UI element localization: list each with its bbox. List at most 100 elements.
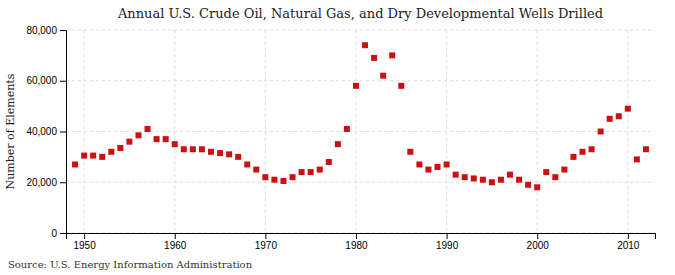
point bbox=[190, 146, 196, 152]
grid-line-y bbox=[66, 80, 655, 81]
point bbox=[507, 172, 513, 178]
point bbox=[625, 106, 631, 112]
y-axis-line bbox=[60, 31, 67, 234]
y-tick-mark bbox=[60, 132, 66, 133]
point bbox=[253, 167, 259, 173]
point bbox=[634, 156, 640, 162]
point bbox=[208, 149, 214, 155]
point bbox=[326, 159, 332, 165]
y-tick-mark bbox=[60, 30, 66, 31]
grid-line-y bbox=[66, 131, 655, 132]
point bbox=[425, 167, 431, 173]
point bbox=[407, 149, 413, 155]
point bbox=[643, 146, 649, 152]
x-tick: 2000 bbox=[527, 233, 550, 251]
y-tick-mark bbox=[60, 81, 66, 82]
point bbox=[453, 172, 459, 178]
point bbox=[561, 167, 567, 173]
point bbox=[616, 113, 622, 119]
y-tick-mark bbox=[60, 182, 66, 183]
point bbox=[117, 145, 123, 151]
point bbox=[99, 154, 105, 160]
x-tick-mark bbox=[447, 233, 448, 239]
point bbox=[570, 154, 576, 160]
points bbox=[72, 42, 649, 190]
x-tick-mark bbox=[265, 233, 266, 239]
x-tick-mark bbox=[356, 233, 357, 239]
point bbox=[317, 167, 323, 173]
grid-line-x bbox=[627, 30, 628, 233]
point bbox=[580, 149, 586, 155]
point bbox=[462, 174, 468, 180]
x-tick-label: 2010 bbox=[617, 240, 640, 251]
x-tick-label: 1980 bbox=[345, 240, 368, 251]
point bbox=[181, 146, 187, 152]
point bbox=[163, 136, 169, 142]
point bbox=[217, 150, 223, 156]
point bbox=[72, 161, 78, 167]
point bbox=[262, 174, 268, 180]
point bbox=[471, 175, 477, 181]
point bbox=[308, 169, 314, 175]
point bbox=[271, 177, 277, 183]
x-tick: 1990 bbox=[436, 233, 459, 251]
title: Annual U.S. Crude Oil, Natural Gas, and … bbox=[117, 6, 603, 21]
x-axis-line bbox=[67, 234, 656, 240]
point bbox=[290, 174, 296, 180]
x-tick-label: 1970 bbox=[255, 240, 278, 251]
point bbox=[516, 177, 522, 183]
x-tick: 1980 bbox=[345, 233, 368, 251]
y-tick: 80,000 bbox=[26, 25, 66, 36]
y-tick: 60,000 bbox=[26, 75, 66, 86]
y-tick-label: 80,000 bbox=[26, 25, 57, 36]
point bbox=[280, 178, 286, 184]
y-tick-label: 60,000 bbox=[26, 75, 57, 86]
point bbox=[380, 73, 386, 79]
y-tick-mark bbox=[60, 233, 66, 234]
point bbox=[362, 42, 368, 48]
x-tick: 1950 bbox=[73, 233, 96, 251]
point bbox=[607, 116, 613, 122]
annotation: Source: U.S. Energy Information Administ… bbox=[8, 259, 253, 270]
point bbox=[552, 174, 558, 180]
point bbox=[90, 153, 96, 159]
point bbox=[489, 179, 495, 185]
point bbox=[598, 129, 604, 135]
x-tick-label: 1950 bbox=[73, 240, 96, 251]
chart: 1950196019701980199020002010020,00040,00… bbox=[0, 0, 675, 275]
x-tick: 1970 bbox=[255, 233, 278, 251]
grid-line-y bbox=[66, 182, 655, 183]
point bbox=[498, 177, 504, 183]
plot-area: 1950196019701980199020002010020,00040,00… bbox=[26, 25, 655, 251]
point bbox=[371, 55, 377, 61]
grid bbox=[66, 30, 655, 233]
y-axis: 020,00040,00060,00080,000 bbox=[26, 25, 66, 239]
x-tick-mark bbox=[84, 233, 85, 239]
x-tick-mark bbox=[175, 233, 176, 239]
point bbox=[589, 146, 595, 152]
point bbox=[416, 161, 422, 167]
point bbox=[172, 141, 178, 147]
x-axis: 1950 1960 1970 1980 1990 2000 2010 bbox=[67, 233, 656, 251]
point bbox=[244, 161, 250, 167]
y-tick: 20,000 bbox=[26, 177, 66, 188]
point bbox=[543, 169, 549, 175]
y-axis-label: Number of Elements bbox=[4, 73, 17, 189]
point bbox=[81, 153, 87, 159]
point bbox=[480, 177, 486, 183]
y-tick-label: 0 bbox=[51, 228, 57, 239]
x-tick-label: 2000 bbox=[527, 240, 550, 251]
point bbox=[154, 136, 160, 142]
point bbox=[398, 83, 404, 89]
point bbox=[353, 83, 359, 89]
x-tick-label: 1960 bbox=[164, 240, 187, 251]
x-tick: 1960 bbox=[164, 233, 187, 251]
point bbox=[344, 126, 350, 132]
point bbox=[145, 126, 151, 132]
point bbox=[199, 146, 205, 152]
point bbox=[135, 132, 141, 138]
point bbox=[435, 164, 441, 170]
point bbox=[126, 139, 132, 145]
point bbox=[235, 154, 241, 160]
point bbox=[299, 169, 305, 175]
